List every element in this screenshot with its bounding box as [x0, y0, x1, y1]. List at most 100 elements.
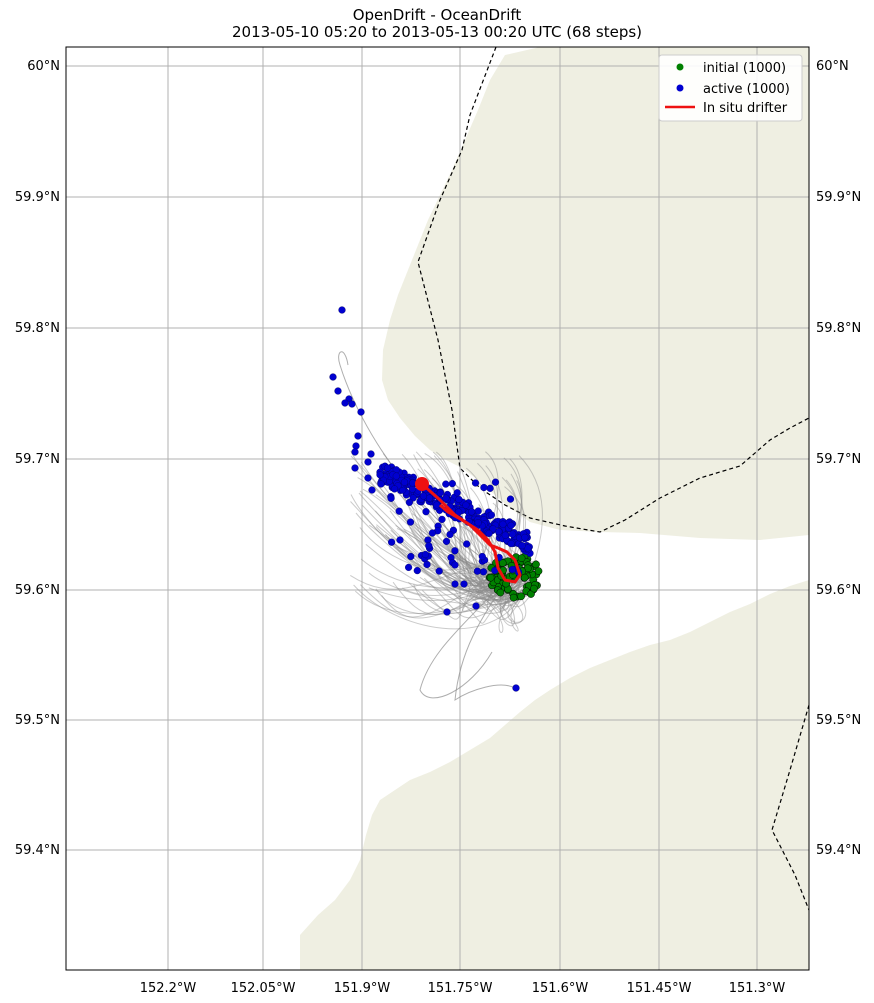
- active-particle: [351, 448, 359, 456]
- active-particle: [518, 541, 526, 550]
- active-particle: [474, 507, 482, 515]
- initial-particle: [530, 584, 538, 593]
- legend-label-drifter: In situ drifter: [703, 101, 788, 116]
- active-particle: [396, 536, 404, 544]
- active-particle: [438, 515, 446, 524]
- initial-particle: [532, 560, 540, 569]
- active-particle: [408, 485, 417, 493]
- boundary-line: [417, 47, 809, 533]
- trajectory-line: [350, 561, 501, 590]
- active-particle: [485, 529, 493, 538]
- active-particle: [521, 533, 529, 542]
- lat-tick-label: 59.6°N: [15, 583, 60, 598]
- active-particle: [390, 485, 399, 493]
- lat-tick-label: 59.4°N: [816, 843, 861, 858]
- axes-frame: [65, 46, 810, 971]
- active-particle: [508, 530, 517, 538]
- lat-tick-label: 59.8°N: [816, 321, 861, 336]
- initial-particle: [496, 588, 505, 597]
- active-particle: [491, 478, 500, 486]
- lon-tick-labels: 152.2°W 152.05°W 151.9°W 151.75°W 151.6°…: [140, 981, 786, 996]
- active-particle: [368, 486, 376, 494]
- active-particle: [468, 508, 476, 516]
- trajectory-line: [467, 564, 510, 595]
- legend-label-initial: initial (1000): [703, 61, 786, 76]
- active-particle: [395, 507, 403, 515]
- lat-tick-label: 59.7°N: [816, 452, 861, 467]
- map-area: [66, 47, 809, 970]
- active-particle: [435, 567, 443, 575]
- lat-tick-label: 59.9°N: [15, 190, 60, 205]
- active-particle: [377, 480, 385, 488]
- active-particle: [462, 501, 470, 509]
- trajectory-line: [353, 584, 525, 630]
- chart-subtitle: 2013-05-10 05:20 to 2013-05-13 00:20 UTC…: [231, 23, 643, 41]
- active-particle: [405, 563, 413, 572]
- active-particle: [436, 489, 445, 497]
- active-particle: [422, 508, 430, 516]
- boundary-line-southeast: [771, 704, 809, 911]
- lon-tick-label: 151.9°W: [334, 981, 391, 996]
- active-particle: [463, 540, 471, 548]
- active-particle: [406, 518, 415, 526]
- legend-label-active: active (1000): [703, 82, 790, 97]
- initial-particles: [485, 552, 543, 602]
- land-islet: [610, 646, 809, 752]
- active-particle: [507, 539, 515, 548]
- trajectory-line: [422, 563, 500, 620]
- land-north: [382, 47, 809, 540]
- legend: initial (1000) active (1000) In situ dri…: [658, 54, 803, 122]
- legend-box: [658, 54, 803, 122]
- active-particle: [352, 442, 360, 450]
- active-particle: [446, 530, 454, 539]
- initial-particle: [486, 573, 495, 582]
- active-particle: [383, 464, 392, 472]
- active-particle: [388, 538, 396, 546]
- active-particle: [508, 565, 517, 574]
- lat-tick-label: 60°N: [27, 59, 60, 74]
- chart-title: OpenDrift - OceanDrift: [352, 6, 522, 24]
- active-particle: [442, 494, 450, 502]
- legend-marker-initial: [676, 63, 684, 71]
- active-particle: [512, 684, 520, 692]
- active-particle: [473, 567, 482, 575]
- active-particle: [413, 566, 421, 575]
- lon-tick-label: 151.45°W: [627, 981, 692, 996]
- active-particle: [448, 480, 456, 488]
- active-particles: [329, 306, 534, 692]
- active-particle: [405, 498, 414, 507]
- active-particle: [495, 527, 503, 536]
- active-particle: [455, 508, 463, 516]
- lat-tick-label: 59.5°N: [816, 713, 861, 728]
- initial-particle: [517, 554, 526, 563]
- trajectory-line: [475, 590, 512, 633]
- lat-tick-labels-right: 60°N 59.9°N 59.8°N 59.7°N 59.6°N 59.5°N …: [816, 59, 861, 858]
- lon-tick-label: 152.05°W: [231, 981, 296, 996]
- active-particle: [387, 494, 395, 502]
- lon-tick-label: 151.6°W: [532, 981, 589, 996]
- trajectory-line: [500, 581, 524, 624]
- active-particle: [392, 472, 400, 480]
- lat-tick-label: 59.9°N: [816, 190, 861, 205]
- active-particle: [487, 511, 496, 519]
- active-particle: [451, 561, 459, 569]
- in-situ-drifter-position: [415, 477, 429, 491]
- trajectory-line: [419, 579, 506, 699]
- lat-tick-label: 59.4°N: [15, 843, 60, 858]
- active-particle: [443, 608, 451, 616]
- lat-tick-labels-left: 60°N 59.9°N 59.8°N 59.7°N 59.6°N 59.5°N …: [15, 59, 60, 858]
- trajectory-line: [381, 582, 508, 619]
- active-particle: [453, 489, 461, 497]
- trajectory-line: [359, 573, 498, 618]
- active-particle: [419, 492, 428, 500]
- trajectory-line: [411, 554, 498, 600]
- active-particle: [348, 400, 356, 408]
- active-particle: [480, 483, 488, 492]
- active-particle: [479, 568, 488, 576]
- initial-particle: [517, 592, 525, 601]
- active-particle: [364, 474, 372, 482]
- active-particle: [409, 479, 417, 487]
- lon-tick-label: 151.75°W: [428, 981, 493, 996]
- active-particle: [367, 450, 375, 458]
